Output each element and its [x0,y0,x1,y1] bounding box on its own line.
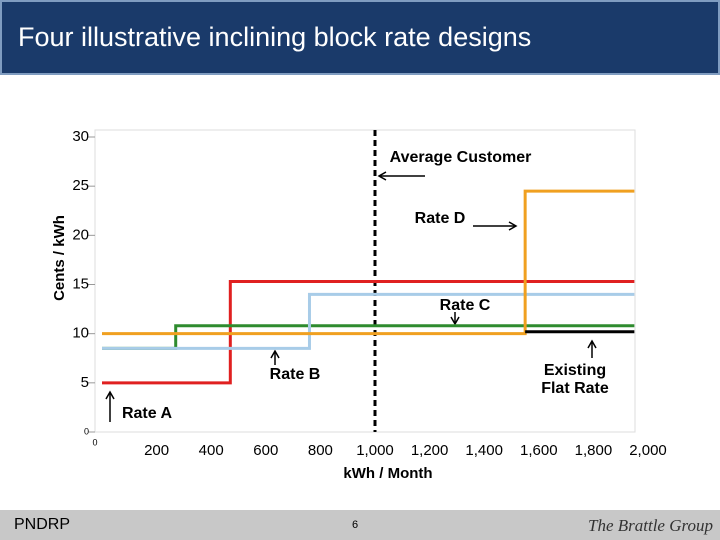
x-tick-label: 1,800 [575,442,613,459]
chart: Cents / kWh kWh / Month 0 5 10 15 20 25 30 0 200… [51,128,667,482]
y-tick-label: 25 [72,177,89,194]
x-tick-label: 1,000 [356,442,394,459]
series-annotation: Rate A [121,405,173,422]
series-annotation: Rate C [439,297,491,314]
series-annotation: Existing Flat Rate [541,362,609,397]
x-tick-label: 400 [199,442,224,459]
y-tick-label: 5 [81,374,89,391]
x-tick-label: 1,600 [520,442,558,459]
y-tick-label: 10 [72,325,89,342]
x-tick-label: 1,200 [411,442,449,459]
average-label: Average Customer [389,149,532,166]
x-tick-label: 0 [92,437,97,447]
x-tick-label: 800 [308,442,333,459]
series-annotation: Rate B [269,366,321,383]
arrows [105,171,597,422]
title: Four illustrative inclining block rate d… [0,0,720,75]
series-line [102,292,635,350]
series-line [102,189,635,336]
y-tick-label: 0 [84,426,89,436]
footer: PNDRP 6 The Brattle Group [0,510,720,540]
series-line [102,324,635,350]
series-annotation: Rate D [414,210,466,227]
y-axis-label: Cents / kWh [51,215,68,301]
x-tick-label: 1,400 [465,442,503,459]
y-tick-label: 20 [72,226,89,243]
logo: The Brattle Group [588,516,713,535]
y-tick-label: 30 [72,128,89,145]
plot-frame [94,129,636,433]
y-tick-label: 15 [72,275,89,292]
x-tick-label: 200 [144,442,169,459]
page-number: 6 [352,519,359,531]
x-tick-label: 2,000 [629,442,667,459]
x-tick-label: 600 [253,442,278,459]
footer-left: PNDRP [14,516,71,533]
x-axis-label: kWh / Month [343,465,432,482]
